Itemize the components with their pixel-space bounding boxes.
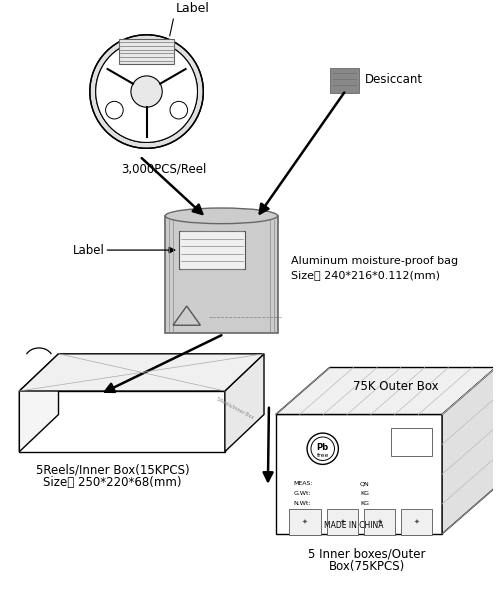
Text: Label: Label xyxy=(73,244,174,257)
Bar xyxy=(390,428,431,455)
Text: KG: KG xyxy=(359,500,368,506)
Polygon shape xyxy=(20,354,59,452)
Text: Box(75KPCS): Box(75KPCS) xyxy=(328,560,404,573)
Polygon shape xyxy=(224,354,264,452)
Text: ✦: ✦ xyxy=(339,519,345,525)
Bar xyxy=(165,216,277,333)
Circle shape xyxy=(105,101,123,119)
Text: MEAS:: MEAS: xyxy=(293,481,312,486)
Text: 5Reels/Inner Box: 5Reels/Inner Box xyxy=(215,396,254,419)
Ellipse shape xyxy=(165,208,277,224)
Text: 3,000PCS/Reel: 3,000PCS/Reel xyxy=(121,162,206,175)
Text: 75K Outer Box: 75K Outer Box xyxy=(352,380,437,393)
Text: Label: Label xyxy=(175,2,209,15)
Text: ✦: ✦ xyxy=(302,519,308,525)
Polygon shape xyxy=(275,368,495,415)
Text: Aluminum moisture-proof bag: Aluminum moisture-proof bag xyxy=(291,256,457,266)
Bar xyxy=(363,509,394,535)
Bar xyxy=(289,509,320,535)
Circle shape xyxy=(307,433,338,464)
Bar xyxy=(329,68,358,93)
Polygon shape xyxy=(20,354,264,391)
Text: Desiccant: Desiccant xyxy=(364,74,422,87)
Polygon shape xyxy=(275,415,441,534)
Circle shape xyxy=(137,46,155,63)
Circle shape xyxy=(96,41,197,142)
Text: Pb: Pb xyxy=(316,443,328,452)
Text: ~~~~~~~~~~~~~~~~~~: ~~~~~~~~~~~~~~~~~~ xyxy=(208,315,282,320)
Text: Size： 250*220*68(mm): Size： 250*220*68(mm) xyxy=(43,476,181,489)
Polygon shape xyxy=(20,391,224,452)
Text: N.Wt:: N.Wt: xyxy=(293,500,310,506)
Circle shape xyxy=(90,35,203,148)
Circle shape xyxy=(131,76,162,107)
Circle shape xyxy=(170,101,187,119)
Text: KG: KG xyxy=(359,491,368,496)
Bar xyxy=(326,509,357,535)
Bar xyxy=(178,231,245,269)
Text: G.Wt:: G.Wt: xyxy=(293,491,311,496)
Text: free: free xyxy=(316,453,328,458)
Polygon shape xyxy=(441,368,495,534)
Text: 5 Inner boxes/Outer: 5 Inner boxes/Outer xyxy=(308,547,425,560)
Text: QN: QN xyxy=(359,481,369,486)
Bar xyxy=(119,39,174,64)
Text: ✦: ✦ xyxy=(413,519,419,525)
Bar xyxy=(400,509,431,535)
Text: 5Reels/Inner Box(15KPCS): 5Reels/Inner Box(15KPCS) xyxy=(36,463,189,476)
Circle shape xyxy=(96,41,197,142)
Text: MADE IN CHINA: MADE IN CHINA xyxy=(324,521,383,530)
Text: ✦: ✦ xyxy=(376,519,382,525)
Text: Size： 240*216*0.112(mm): Size： 240*216*0.112(mm) xyxy=(291,270,439,279)
